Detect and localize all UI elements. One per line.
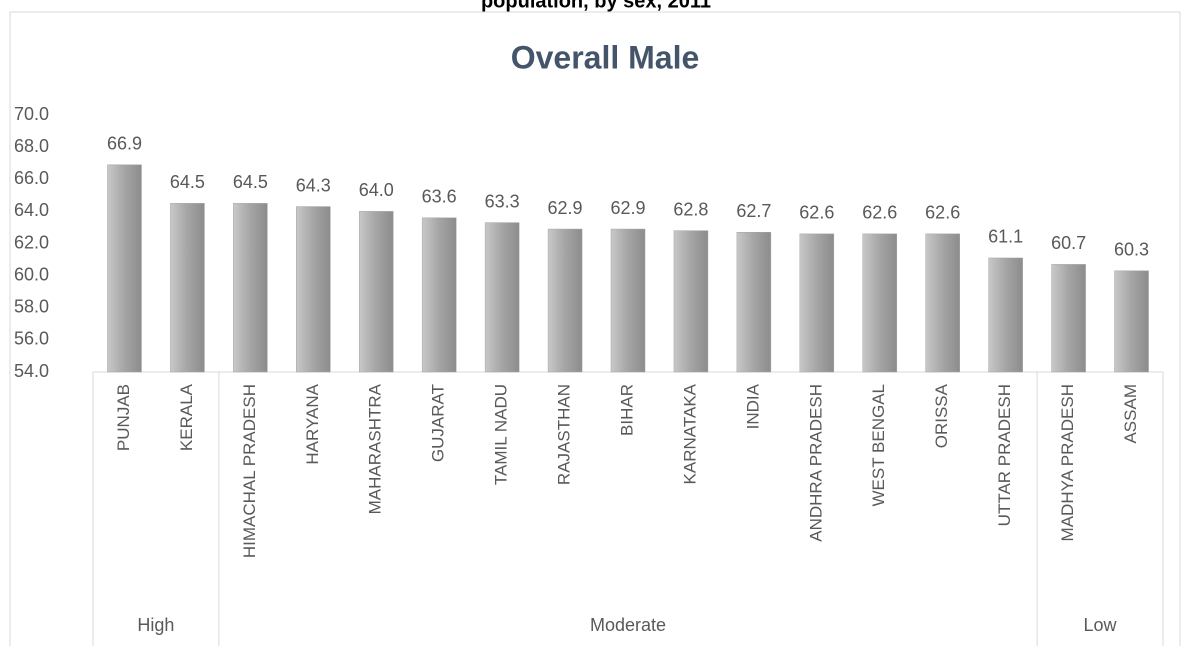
- x-tick-label: WEST BENGAL: [869, 384, 888, 507]
- data-label: 66.9: [107, 134, 142, 154]
- bar: [736, 232, 772, 373]
- y-tick-label: 54.0: [14, 361, 49, 381]
- group-label: High: [137, 615, 174, 635]
- data-label: 62.8: [673, 199, 708, 219]
- data-label: 64.5: [170, 172, 205, 192]
- x-tick-label: KARNATAKA: [680, 383, 699, 484]
- bar: [170, 203, 205, 373]
- bar: [673, 230, 709, 373]
- bar: [233, 203, 268, 373]
- x-tick-label: BIHAR: [617, 384, 636, 436]
- chart-title: Overall Male: [511, 39, 700, 75]
- bar: [547, 228, 583, 373]
- x-tick-label: ORISSA: [932, 383, 951, 448]
- bar: [862, 233, 898, 373]
- bar: [421, 217, 457, 373]
- x-tick-label: MADHYA PRADESH: [1058, 384, 1077, 541]
- x-tick-label: PUNJAB: [114, 384, 133, 451]
- bar: [107, 164, 142, 373]
- y-tick-label: 56.0: [14, 329, 49, 349]
- bar: [988, 257, 1023, 373]
- y-tick-label: 58.0: [14, 297, 49, 317]
- x-tick-label: INDIA: [743, 383, 762, 429]
- x-tick-label: ASSAM: [1121, 384, 1140, 444]
- bar: [799, 233, 835, 373]
- y-tick-label: 60.0: [14, 264, 49, 284]
- data-label: 62.6: [862, 203, 897, 223]
- data-label: 60.7: [1051, 233, 1086, 253]
- bar: [296, 206, 331, 373]
- bar: [610, 228, 646, 373]
- x-tick-label: HIMACHAL PRADESH: [240, 384, 259, 558]
- bar: [1114, 270, 1149, 373]
- y-tick-label: 64.0: [14, 200, 49, 220]
- data-label: 62.6: [925, 203, 960, 223]
- y-tick-label: 68.0: [14, 136, 49, 156]
- group-label: Low: [1084, 615, 1118, 635]
- bar: [1051, 264, 1086, 373]
- chart-border: [9, 11, 1181, 646]
- data-label: 62.7: [736, 201, 771, 221]
- data-label: 62.9: [548, 198, 583, 218]
- x-tick-label: HARYANA: [303, 383, 322, 464]
- data-label: 64.3: [296, 175, 331, 195]
- x-tick-label: RAJASTHAN: [555, 384, 574, 485]
- data-label: 62.6: [799, 203, 834, 223]
- y-tick-label: 62.0: [14, 232, 49, 252]
- bar: [484, 222, 520, 373]
- y-tick-label: 70.0: [14, 104, 49, 124]
- x-tick-label: GUJARAT: [429, 384, 448, 462]
- data-label: 63.6: [422, 187, 457, 207]
- data-label: 61.1: [988, 227, 1023, 247]
- x-tick-label: MAHARASHTRA: [366, 383, 385, 514]
- bar: [925, 233, 960, 373]
- data-label: 64.0: [359, 180, 394, 200]
- supertitle: population, by sex, 2011: [481, 0, 711, 12]
- data-label: 63.3: [485, 191, 520, 211]
- x-tick-label: UTTAR PRADESH: [995, 384, 1014, 526]
- data-label: 62.9: [610, 198, 645, 218]
- bar: [358, 211, 394, 373]
- x-tick-label: KERALA: [177, 383, 196, 451]
- x-tick-label: TAMIL NADU: [492, 384, 511, 485]
- group-label: Moderate: [590, 615, 666, 635]
- x-tick-label: ANDHRA PRADESH: [806, 384, 825, 542]
- data-label: 64.5: [233, 172, 268, 192]
- data-label: 60.3: [1114, 240, 1149, 260]
- y-tick-label: 66.0: [14, 168, 49, 188]
